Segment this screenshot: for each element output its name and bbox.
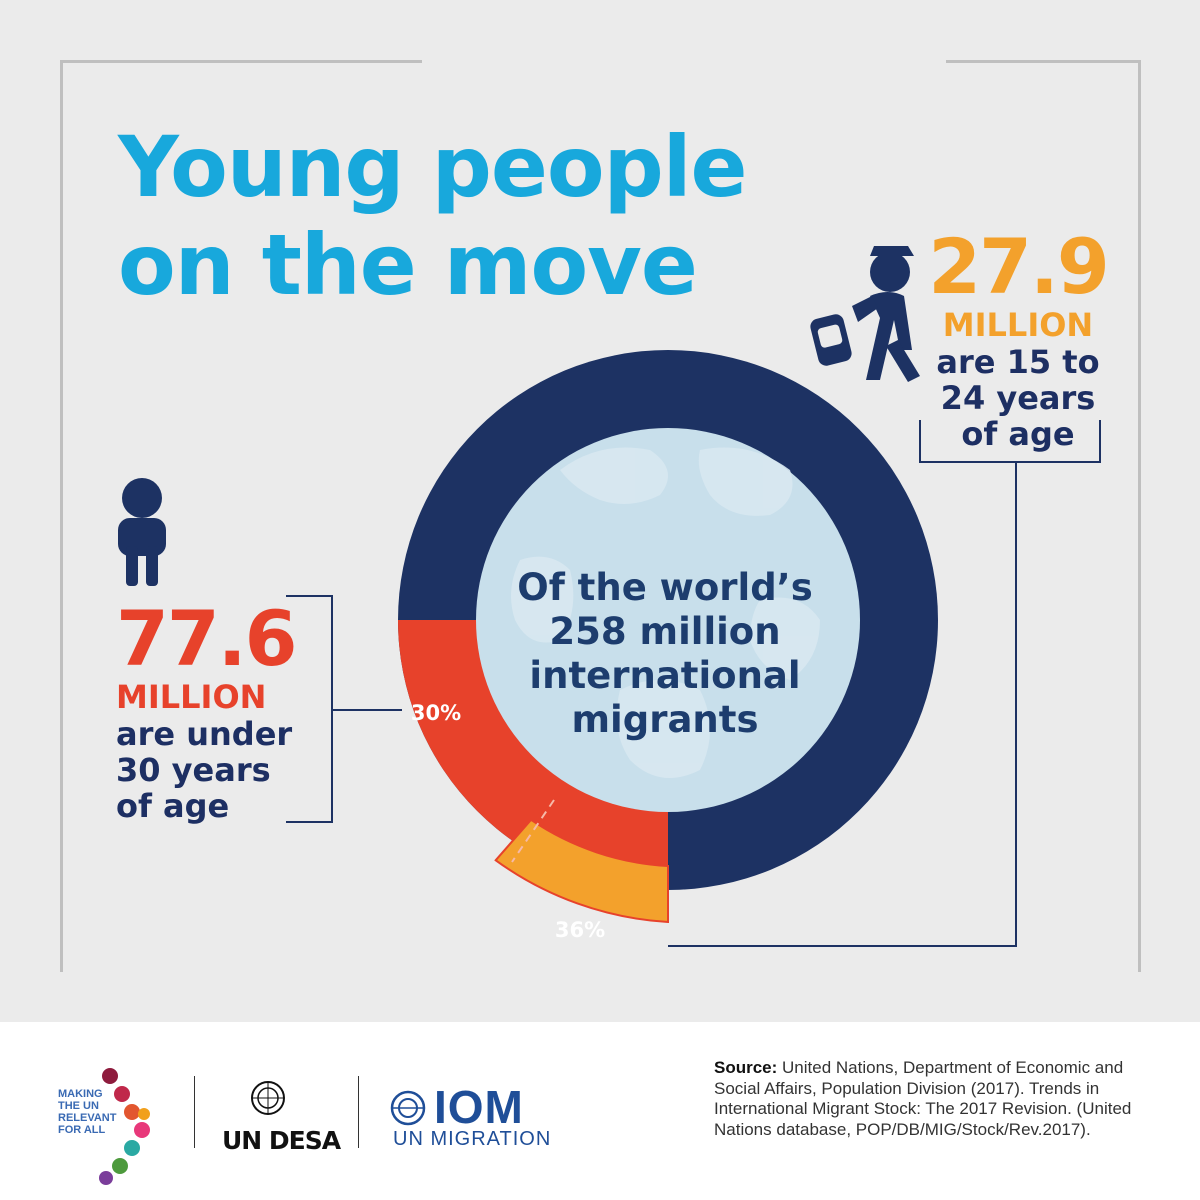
frame-top-left — [60, 60, 422, 63]
stat-15-24-unit: MILLION — [942, 306, 1094, 344]
source-text: United Nations, Department of Economic a… — [714, 1058, 1132, 1139]
source-label: Source: — [714, 1058, 778, 1077]
stat-15-24: 27.9 MILLION are 15 to 24 years of age — [918, 222, 1118, 453]
label-36-percent: 36% — [555, 918, 605, 942]
globe-caption-line-3: international — [529, 654, 801, 697]
source-citation: Source: United Nations, Department of Ec… — [714, 1058, 1174, 1140]
stat-15-24-line-3: of age — [961, 415, 1075, 453]
bracket-youth — [668, 420, 1101, 947]
stat-15-24-line-2: 24 years — [940, 379, 1096, 417]
stat-15-24-value: 27.9 — [928, 222, 1110, 311]
logo-line-1: MAKING — [58, 1088, 103, 1100]
un-emblem-icon — [251, 1081, 285, 1115]
walking-youth-icon — [810, 246, 920, 382]
frame-top-right — [946, 60, 1140, 63]
globe — [476, 428, 860, 812]
donut-chart: 30% 36% — [118, 246, 1101, 947]
stat-under-30: 77.6 MILLION are under 30 years of age — [116, 594, 316, 825]
infographic-title: Young people on the move — [118, 118, 747, 314]
stat-under-30-line-2: 30 years — [116, 751, 271, 789]
stat-under-30-unit: MILLION — [116, 678, 267, 716]
globe-caption-line-1: Of the world’s — [517, 566, 813, 609]
globe-caption-line-2: 258 million — [549, 610, 781, 653]
title-line-1: Young people — [118, 118, 747, 216]
title-line-2: on the move — [118, 216, 698, 314]
bracket-young — [286, 595, 402, 823]
globe-caption-line-4: migrants — [571, 698, 759, 741]
footer: MAKING THE UN RELEVANT FOR ALL UN DESA I… — [0, 1022, 1200, 1200]
frame-left — [60, 60, 63, 972]
footer-divider-1 — [194, 1076, 195, 1148]
globe-caption: Of the world’s 258 million international… — [470, 566, 860, 742]
stat-under-30-line-3: of age — [116, 787, 230, 825]
making-un-relevant-dots-logo — [99, 1068, 150, 1185]
iom-logo-subtitle: UN MIGRATION — [393, 1128, 552, 1150]
iom-logo-text: IOM — [434, 1081, 524, 1133]
frame-right — [1138, 60, 1141, 972]
child-icon — [118, 478, 166, 586]
undesa-logo-text: UN DESA — [222, 1126, 341, 1155]
footer-divider-2 — [358, 1076, 359, 1148]
segment-divider — [511, 799, 555, 863]
globe-continents — [511, 447, 820, 778]
iom-emblem-icon — [390, 1090, 426, 1126]
logo-line-3: RELEVANT — [58, 1112, 117, 1124]
logo-line-4: FOR ALL — [58, 1124, 106, 1136]
making-un-relevant-text: MAKING THE UN RELEVANT FOR ALL — [58, 1088, 148, 1136]
slice-36-percent — [494, 818, 669, 924]
label-30-percent: 30% — [411, 701, 461, 725]
stat-under-30-line-1: are under — [116, 715, 293, 753]
stat-under-30-value: 77.6 — [116, 594, 298, 683]
stat-15-24-line-1: are 15 to — [936, 343, 1100, 381]
logo-line-2: THE UN — [58, 1100, 99, 1112]
